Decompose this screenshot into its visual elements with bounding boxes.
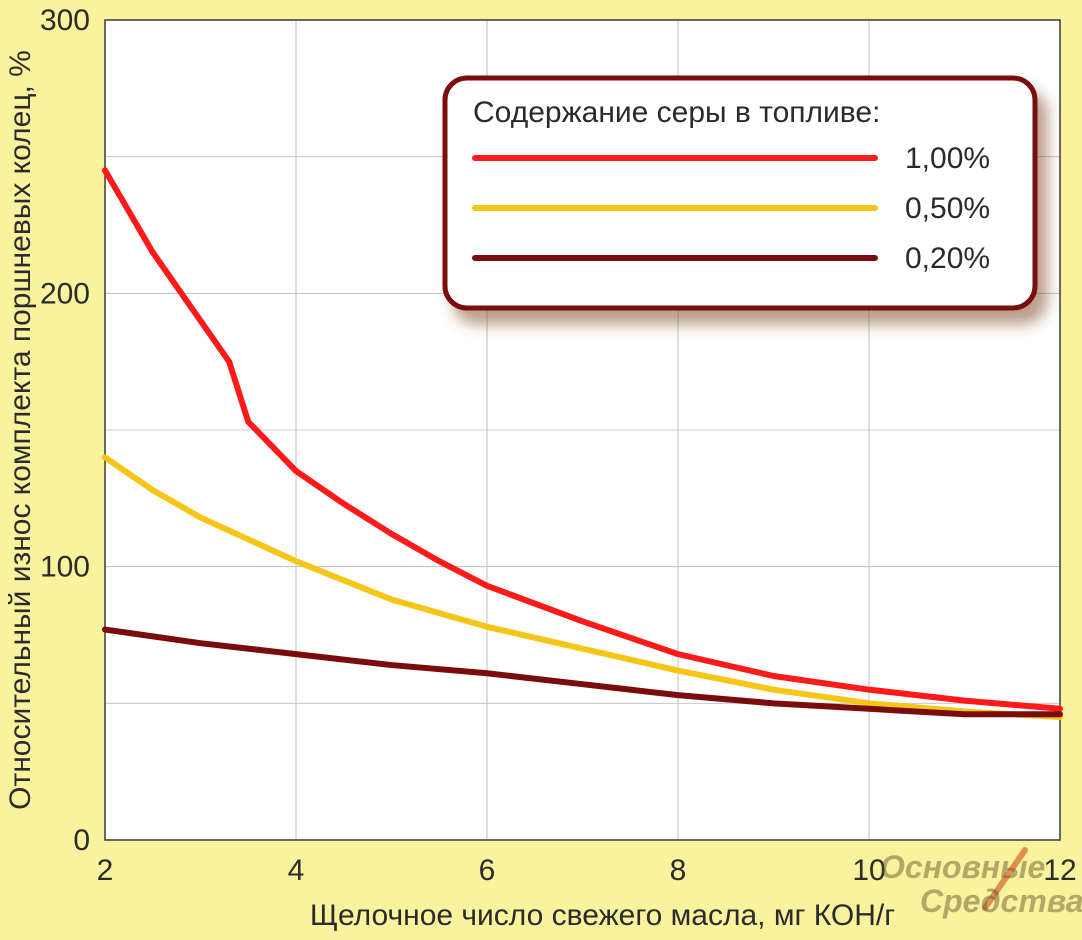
y-tick-label: 0 (73, 824, 90, 857)
legend: Содержание серы в топливе: 1,00% 0,50% 0,20… (445, 78, 1035, 308)
legend-item-label-0: 1,00% (905, 142, 990, 175)
x-tick-label: 4 (288, 854, 305, 887)
y-tick-label: 200 (40, 277, 90, 310)
y-axis-label: Относительный износ комплекта поршневых … (4, 50, 37, 810)
x-axis-label: Щелочное число свежего масла, мг КОН/г (310, 899, 895, 932)
x-tick-label: 6 (479, 854, 496, 887)
chart-container: 24681012Щелочное число свежего масла, мг… (0, 0, 1082, 940)
watermark-line2: Средства (920, 883, 1082, 919)
x-tick-label: 8 (670, 854, 687, 887)
x-tick-label: 2 (97, 854, 114, 887)
legend-title: Содержание серы в топливе: (473, 96, 880, 129)
legend-item-label-1: 0,50% (905, 192, 990, 225)
y-tick-label: 300 (40, 4, 90, 37)
legend-item-label-2: 0,20% (905, 242, 990, 275)
y-tick-label: 100 (40, 551, 90, 584)
